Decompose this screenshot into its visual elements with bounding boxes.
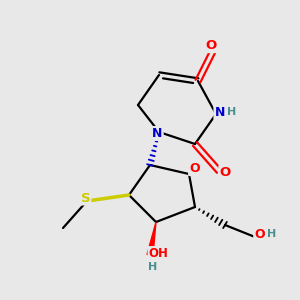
Text: N: N bbox=[152, 127, 163, 140]
Text: O: O bbox=[206, 39, 217, 52]
Text: OH: OH bbox=[148, 247, 168, 260]
Text: O: O bbox=[189, 162, 200, 175]
Text: O: O bbox=[219, 166, 231, 179]
Text: O: O bbox=[254, 227, 265, 241]
Text: N: N bbox=[214, 106, 225, 119]
Text: H: H bbox=[227, 106, 236, 117]
Text: H: H bbox=[267, 229, 276, 239]
Text: H: H bbox=[148, 262, 158, 272]
Polygon shape bbox=[147, 222, 156, 256]
Text: S: S bbox=[81, 191, 90, 205]
